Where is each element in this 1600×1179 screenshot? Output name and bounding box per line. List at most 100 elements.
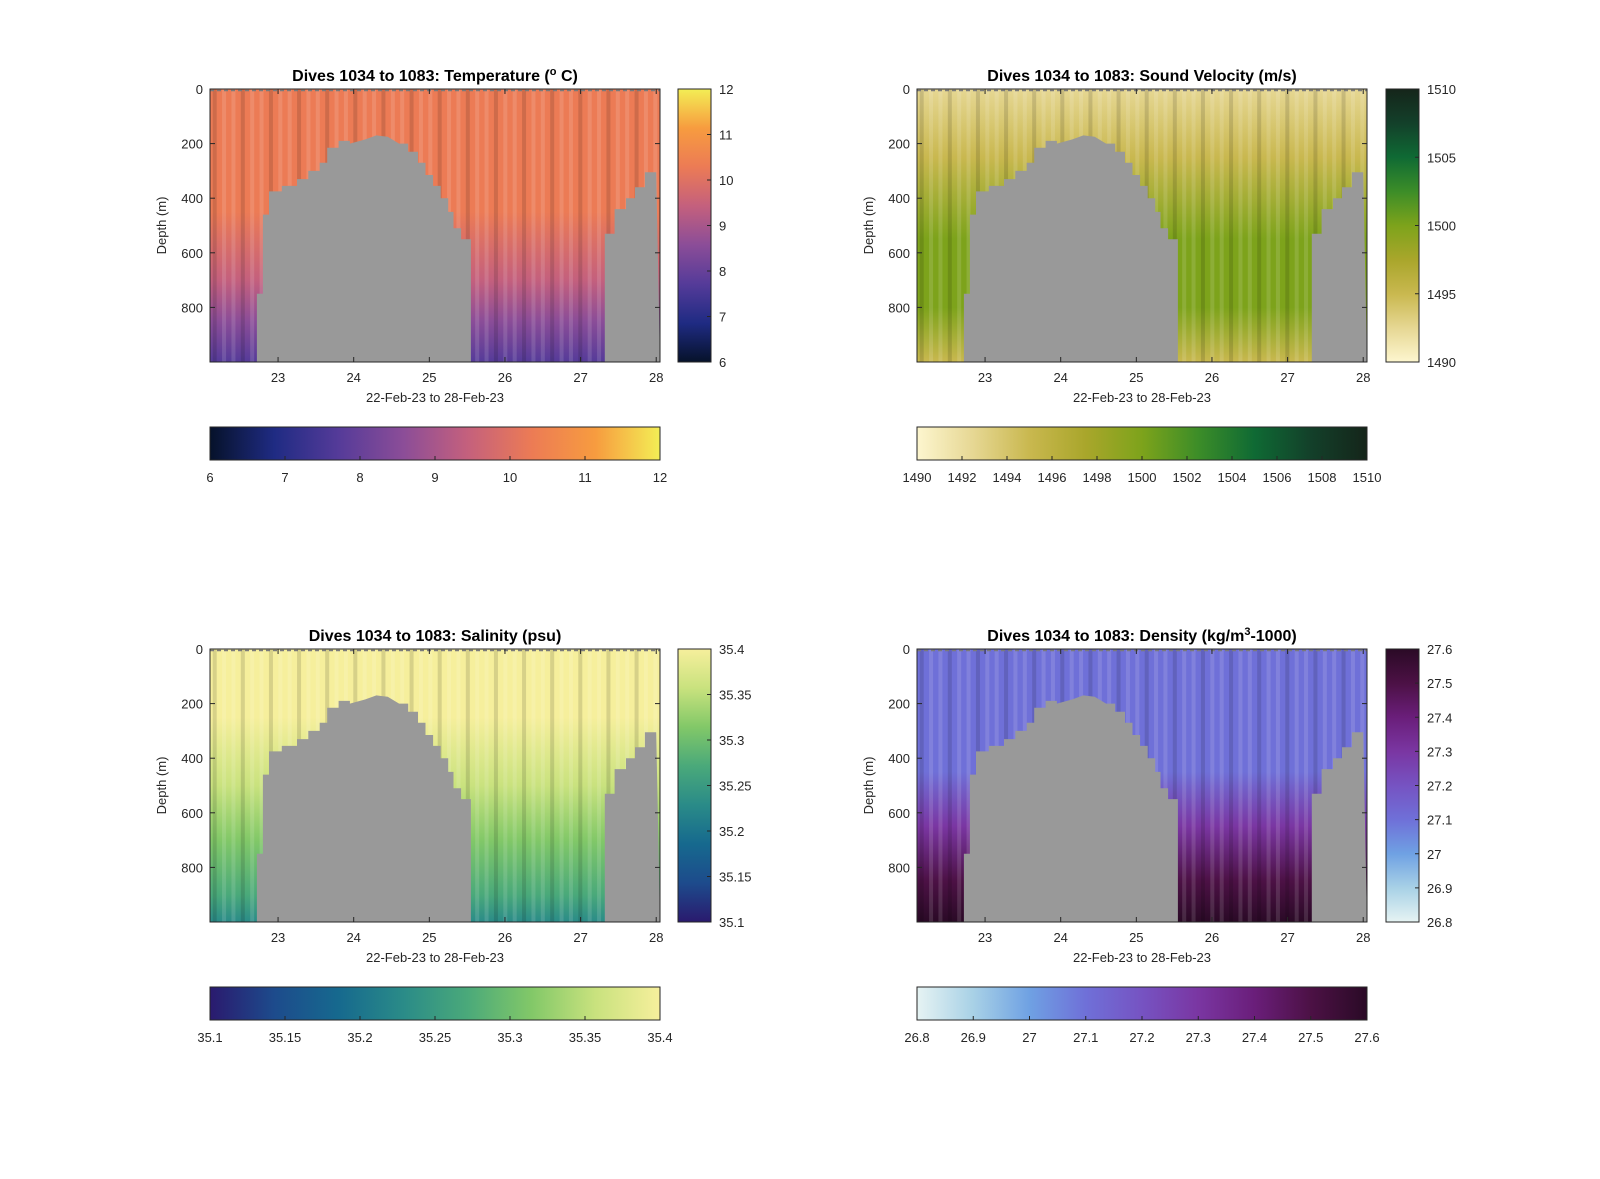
seafloor-mask [917,135,1367,362]
dive-streak [957,649,962,922]
dive-streak [919,89,924,362]
colorbar-tick-label: 35.4 [719,642,744,657]
dive-streak [522,649,527,922]
x-tick-label: 27 [573,370,587,385]
dive-streak [456,89,461,362]
y-tick-label: 800 [888,860,910,875]
colorbar-tick-label: 8 [356,470,363,485]
dive-streak [1313,649,1318,922]
x-tick-label: 24 [1053,930,1067,945]
dive-streak [465,89,470,362]
y-axis-label: Depth (m) [154,757,169,815]
colorbar-tick-label: 27.2 [1427,779,1452,794]
colorbar-tick-label: 26.9 [961,1030,986,1045]
y-tick-label: 600 [181,246,203,261]
x-tick-label: 24 [346,930,360,945]
dive-streak [578,649,583,922]
colorbar-tick-label: 27.5 [1298,1030,1323,1045]
colorbar-tick-label: 35.15 [719,870,752,885]
dive-streak [1275,89,1280,362]
dive-streak [1257,649,1262,922]
colorbar-tick-label: 1496 [1038,470,1067,485]
axes-box [209,648,661,923]
x-tick-label: 26 [1205,930,1219,945]
dive-streak [512,649,517,922]
colorbar-tick-label: 35.35 [719,688,752,703]
panel-title: Dives 1034 to 1083: Salinity (psu) [309,628,562,645]
colorbar-tick-label: 9 [431,470,438,485]
dive-streak [1247,89,1252,362]
colorbar-tick-label: 10 [719,173,733,188]
colorbar-tick-label: 35.1 [197,1030,222,1045]
colorbar-tick-label: 7 [719,310,726,325]
dive-streak [1304,649,1309,922]
dive-streak [606,89,611,362]
colorbar-tick-label: 1510 [1427,82,1456,97]
x-tick-label: 24 [346,370,360,385]
x-tick-label: 25 [1129,370,1143,385]
dive-streak [1275,649,1280,922]
dive-streak [1266,89,1271,362]
colorbar-tick-label: 12 [719,82,733,97]
colorbar-tick-label: 27.4 [1242,1030,1267,1045]
dive-streak [1294,649,1299,922]
colorbar-tick-label: 35.3 [719,733,744,748]
horizontal-colorbar [916,426,1368,461]
colorbar-tick-label: 26.9 [1427,881,1452,896]
panel-title: Dives 1034 to 1083: Sound Velocity (m/s) [987,68,1296,85]
dive-streak [1182,89,1187,362]
dive-streak [1219,89,1224,362]
y-axis-label: Depth (m) [861,757,876,815]
seafloor-mask [917,695,1367,922]
dive-streak [503,89,508,362]
dive-streak [929,649,934,922]
x-tick-label: 28 [1356,930,1370,945]
colorbar-tick-label: 27.2 [1129,1030,1154,1045]
dive-streak [1285,89,1290,362]
dive-streak [1219,649,1224,922]
y-tick-label: 400 [888,751,910,766]
vertical-colorbar [1385,648,1420,923]
colorbar-tick-label: 1500 [1128,470,1157,485]
y-tick-label: 800 [181,860,203,875]
colorbar-tick-label: 27.5 [1427,676,1452,691]
seafloor-mask [210,135,660,362]
dive-streak [493,649,498,922]
dive-streak [240,89,245,362]
dive-streak [493,89,498,362]
panel-sound_velocity: 23 24 25 26 27 28 0 200 400 600 800 Dives 1034 to 1… [861,68,1456,485]
colorbar-tick-label: 27 [1022,1030,1036,1045]
dive-streak [1200,649,1205,922]
colorbar-tick-label: 27 [1427,847,1441,862]
colorbar-tick-label: 11 [719,128,733,143]
dive-streak [222,649,227,922]
colorbar-tick-label: 27.1 [1073,1030,1098,1045]
dive-streak [966,649,971,922]
colorbar-tick-label: 10 [503,470,517,485]
x-tick-label: 23 [271,930,285,945]
colorbar-tick-label: 1490 [903,470,932,485]
colorbar-tick-label: 1490 [1427,355,1456,370]
dive-streak [966,89,971,362]
colorbar-tick-label: 35.4 [647,1030,672,1045]
colorbar-tick-label: 6 [206,470,213,485]
dive-streak [1210,89,1215,362]
dive-streak [512,89,517,362]
vertical-colorbar [677,88,712,363]
y-tick-label: 400 [181,191,203,206]
dive-streak [1172,89,1177,362]
y-axis-label: Depth (m) [154,197,169,255]
dive-streak [1247,649,1252,922]
colorbar-tick-label: 27.3 [1186,1030,1211,1045]
dive-streak [957,89,962,362]
colorbar-tick-label: 1494 [993,470,1022,485]
y-tick-label: 400 [888,191,910,206]
dive-streak [1238,89,1243,362]
dive-streak [540,649,545,922]
colorbar-tick-label: 9 [719,219,726,234]
y-axis-label: Depth (m) [861,197,876,255]
x-axis-label: 22-Feb-23 to 28-Feb-23 [1073,390,1211,405]
y-tick-label: 0 [196,642,203,657]
dive-streak [1191,649,1196,922]
colorbar-tick-label: 12 [653,470,667,485]
